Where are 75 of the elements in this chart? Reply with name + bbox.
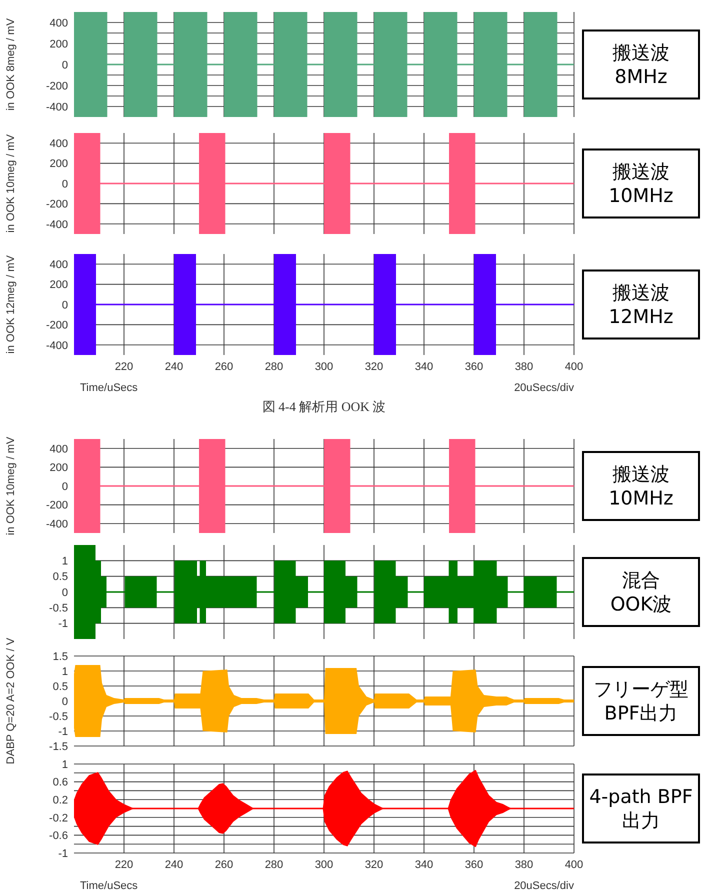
y-axis-title: in OOK 8meg / mV [5,18,17,111]
x-axis-title: Time/uSecs [80,382,138,394]
text: 20uSecs/div [514,880,574,892]
x-tick-label: 280 [264,859,284,871]
text: 搬送波 12MHz [608,282,674,328]
y-tick-label: 0 [62,59,68,72]
x-tick-label: 300 [314,859,334,871]
y-tick-label: -1 [58,618,68,630]
y-tick-label: 1 [62,666,68,678]
x-axis-title: Time/uSecs [80,880,138,892]
text: 4-path BPF 出力 [589,786,693,832]
x-tick-label: 320 [364,361,384,373]
text: 搬送波 10MHz [608,464,674,510]
x-tick-label: 280 [264,361,284,373]
y-tick-label: 200 [50,279,68,292]
y-tick-label: 1.5 [52,650,68,663]
y-tick-label: -200 [46,320,68,332]
y-tick-label: 1 [62,758,68,771]
y-tick-label: 0.5 [52,571,68,584]
y-tick-label: -400 [46,101,68,114]
y-tick-label: -1.5 [49,740,68,753]
y-tick-label: -1 [58,848,68,860]
y-tick-label: 0 [62,696,68,708]
x-tick-label: 240 [164,859,184,871]
text: 混合 OOK波 [610,570,672,616]
y-axis-title: in OOK 10meg / mV [5,134,17,233]
x-tick-label: 320 [364,859,384,871]
x-tick-label: 360 [464,361,484,373]
y-tick-label: 0.6 [52,776,68,789]
x-tick-label: 220 [114,361,134,373]
text: 20uSecs/div [514,382,574,394]
y-tick-label: 200 [50,462,68,474]
y-tick-label: 400 [50,138,68,150]
text: フリーゲ型 BPF出力 [594,678,688,725]
y-tick-label: -400 [46,518,68,530]
x-tick-label: 380 [514,361,534,373]
y-axis-title: in OOK 10meg / mV [5,436,17,536]
y-tick-label: 0 [62,299,68,312]
y-tick-label: -0.2 [49,812,68,824]
y-tick-label: 0 [62,586,68,599]
x-tick-label: 340 [414,361,434,373]
y-tick-label: 200 [50,38,68,50]
y-tick-label: 0.5 [52,680,68,693]
x-tick-label: 260 [214,361,234,373]
x-tick-label: 400 [564,859,584,871]
y-tick-label: 400 [50,443,68,456]
y-tick-label: 200 [50,158,68,170]
x-tick-label: 380 [514,859,534,871]
y-tick-label: 0 [62,178,68,190]
y-tick-label: -1 [58,726,68,738]
x-tick-label: 340 [414,859,434,871]
y-tick-label: -200 [46,500,68,512]
x-tick-label: 220 [114,859,134,871]
y-axis-title: in OOK 12meg / mV [5,254,17,354]
y-tick-label: -400 [46,340,68,352]
y-tick-label: -400 [46,218,68,231]
text: 搬送波 8MHz [612,42,670,88]
y-tick-label: -200 [46,198,68,211]
y-tick-label: -0.6 [49,830,68,842]
caption: 図 4-4 解析用 OOK 波 [262,399,386,414]
y-tick-label: 400 [50,17,68,30]
x-tick-label: 240 [164,361,184,373]
x-tick-label: 300 [314,361,334,373]
y-axis-title: DABP Q=20 A=2 OOK / V [5,637,17,764]
y-tick-label: 1 [62,556,68,568]
y-tick-label: 400 [50,258,68,271]
x-tick-label: 360 [464,859,484,871]
x-tick-label: 260 [214,859,234,871]
y-tick-label: 0.2 [52,794,68,806]
y-tick-label: 0 [62,480,68,493]
y-tick-label: -0.5 [49,710,68,723]
y-tick-label: -0.5 [49,602,68,615]
text: 搬送波 10MHz [608,161,674,208]
y-tick-label: -200 [46,80,68,92]
x-tick-label: 400 [564,361,584,373]
